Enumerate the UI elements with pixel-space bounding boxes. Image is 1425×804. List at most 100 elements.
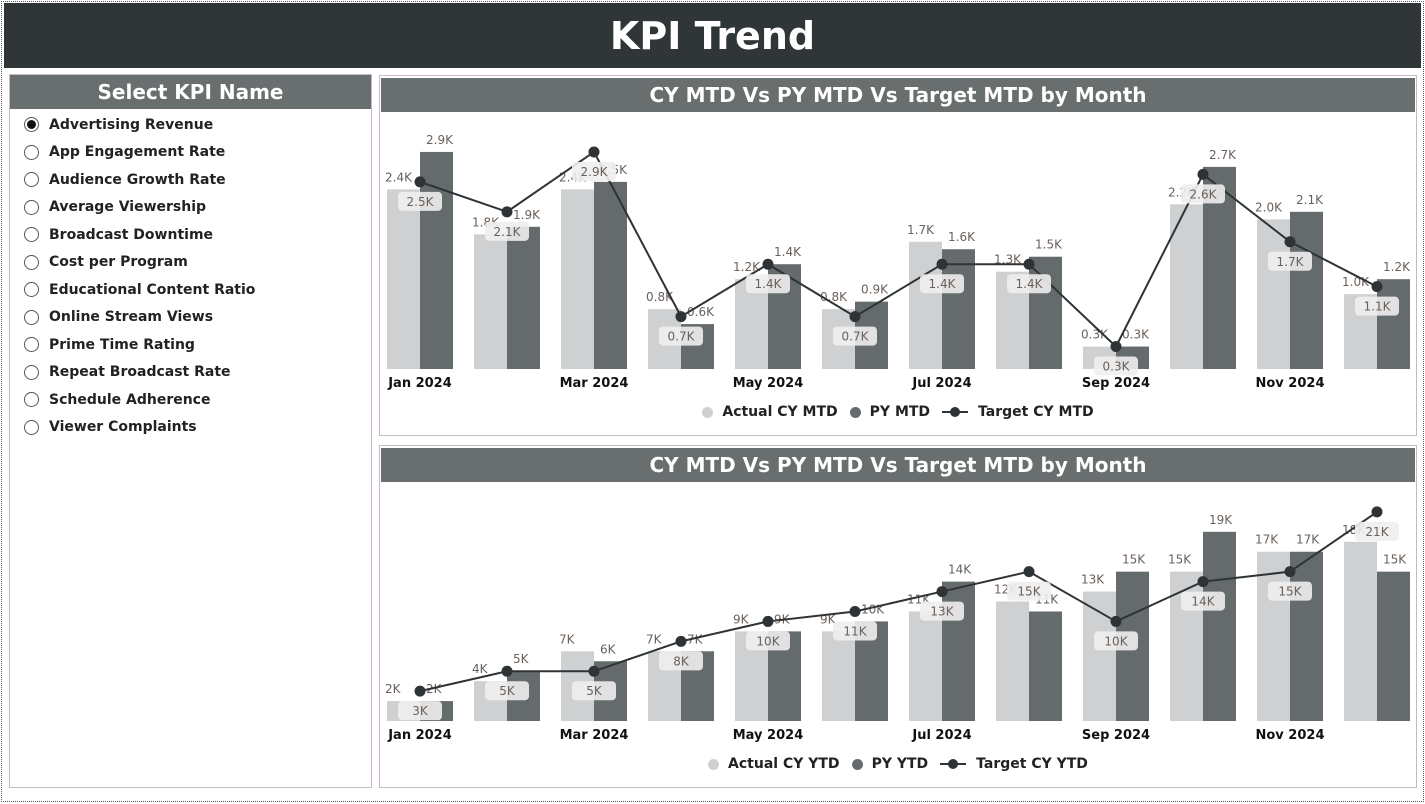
kpi-option[interactable]: Educational Content Ratio [10,276,371,304]
py-bar [1029,256,1062,369]
target-data-label: 2.6K [1190,187,1218,201]
legend-py[interactable]: PY YTD [871,756,929,772]
radio-button-icon[interactable] [24,227,39,243]
target-point [588,665,600,677]
py-bar [1377,279,1410,369]
kpi-option[interactable]: Prime Time Rating [10,331,371,359]
target-label-box [1355,521,1399,541]
py-data-label: 2.1K [1296,193,1324,207]
actual-data-label: 1.7K [907,223,935,237]
kpi-option-label: Viewer Complaints [49,419,197,436]
chart-legend: Actual CY MTD PY MTD Target CY MTD [380,404,1416,420]
x-tick-label: May 2024 [733,728,804,743]
py-data-label: 1.6K [948,230,976,244]
kpi-option[interactable]: Online Stream Views [10,304,371,332]
target-point [1371,281,1383,293]
radio-button-icon[interactable] [24,254,39,270]
target-label-box [1181,591,1225,611]
actual-bar [1344,541,1377,721]
radio-button-icon[interactable] [24,392,39,408]
target-point [762,615,774,627]
target-data-label: 1.4K [755,277,783,291]
target-point [414,685,426,697]
target-label-box [1181,184,1225,204]
py-data-label: 6K [600,642,617,656]
target-label-box [398,701,442,721]
kpi-option-label: Online Stream Views [49,309,214,326]
target-point [1197,168,1209,180]
target-data-label: 10K [756,634,780,648]
target-line [419,511,1378,693]
radio-button-icon[interactable] [24,144,39,160]
radio-button-icon[interactable] [24,309,39,325]
x-tick-label: Jul 2024 [911,376,971,391]
target-data-label: 5K [586,684,603,698]
actual-data-label: 2.4K [385,170,413,184]
kpi-option-label: Educational Content Ratio [49,281,256,298]
x-tick-label: Sep 2024 [1082,728,1150,743]
target-data-label: 1.4K [1016,277,1044,291]
actual-data-label: 2K [385,682,402,696]
kpi-option[interactable]: Repeat Broadcast Rate [10,359,371,387]
target-label-box [746,274,790,294]
legend-actual[interactable]: Actual CY YTD [728,756,840,772]
py-bar [1290,551,1323,721]
target-label-box [659,651,703,671]
actual-bar [387,189,420,369]
py-data-label: 1.5K [1035,238,1063,252]
target-data-label: 8K [673,654,690,668]
actual-data-label: 1.2K [733,260,761,274]
py-data-label: 0.6K [687,305,715,319]
py-data-label: 17K [1296,533,1320,547]
target-data-label: 2.9K [581,165,609,179]
py-bar [507,226,540,369]
kpi-option[interactable]: Viewer Complaints [10,414,371,442]
target-label-box [659,326,703,346]
radio-button-icon[interactable] [24,172,39,188]
radio-button-icon[interactable] [24,337,39,353]
radio-button-icon[interactable] [24,364,39,380]
legend-actual[interactable]: Actual CY MTD [722,404,838,420]
target-point [1284,566,1296,578]
target-data-label: 0.7K [668,330,696,344]
legend-target[interactable]: Target CY YTD [976,756,1088,772]
x-tick-label: May 2024 [733,376,804,391]
kpi-option[interactable]: Advertising Revenue [10,111,371,139]
target-label-box [485,221,529,241]
x-tick-label: Mar 2024 [560,376,629,391]
legend-target[interactable]: Target CY MTD [978,404,1094,420]
radio-button-icon[interactable] [24,117,39,133]
kpi-option[interactable]: Audience Growth Rate [10,166,371,194]
kpi-option[interactable]: Schedule Adherence [10,386,371,414]
target-label-box [920,601,964,621]
py-data-label: 5K [513,652,530,666]
py-bar [1377,571,1410,721]
target-label-box [1094,356,1138,376]
kpi-option[interactable]: Broadcast Downtime [10,221,371,249]
kpi-option[interactable]: App Engagement Rate [10,139,371,167]
page-title: KPI Trend [4,3,1421,68]
kpi-option[interactable]: Cost per Program [10,249,371,277]
legend-target-icon [940,759,967,769]
target-data-label: 1.1K [1364,300,1392,314]
x-tick-label: Nov 2024 [1256,376,1325,391]
radio-button-icon[interactable] [24,199,39,215]
target-label-box [1007,581,1051,601]
target-point [675,311,687,323]
target-label-box [572,161,616,181]
radio-button-icon[interactable] [24,282,39,298]
py-data-label: 2K [426,682,443,696]
kpi-option[interactable]: Average Viewership [10,194,371,222]
kpi-option-label: Schedule Adherence [49,391,211,408]
py-data-label: 2.7K [1209,148,1237,162]
target-label-box [833,621,877,641]
target-label-box [1007,274,1051,294]
radio-button-icon[interactable] [24,419,39,435]
kpi-option-label: Audience Growth Rate [49,171,226,188]
actual-bar [1257,219,1290,369]
legend-py[interactable]: PY MTD [869,404,931,420]
target-data-label: 0.3K [1103,360,1131,374]
actual-bar [909,241,942,369]
actual-bar [561,189,594,369]
